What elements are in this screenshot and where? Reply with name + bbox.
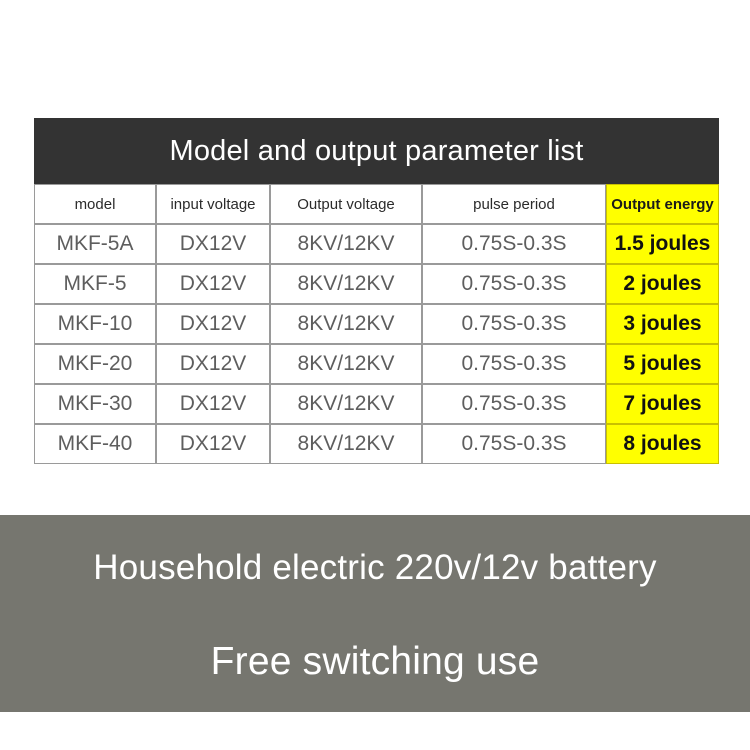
spec-table-block: Model and output parameter list model inp… bbox=[34, 118, 719, 464]
table-cell-output-energy: 2 joules bbox=[606, 264, 719, 304]
table-cell: 8KV/12KV bbox=[270, 384, 422, 424]
table-row: MKF-20 DX12V 8KV/12KV 0.75S-0.3S 5 joules bbox=[34, 344, 719, 384]
promo-banner: Household electric 220v/12v battery Free… bbox=[0, 515, 750, 712]
table-row: MKF-5 DX12V 8KV/12KV 0.75S-0.3S 2 joules bbox=[34, 264, 719, 304]
table-header-cell: input voltage bbox=[156, 184, 270, 224]
table-cell: DX12V bbox=[156, 264, 270, 304]
table-cell-output-energy: 5 joules bbox=[606, 344, 719, 384]
table-cell: MKF-40 bbox=[34, 424, 156, 464]
table-cell: DX12V bbox=[156, 424, 270, 464]
promo-banner-line-1: Household electric 220v/12v battery bbox=[93, 548, 657, 587]
table-cell-output-energy: 3 joules bbox=[606, 304, 719, 344]
table-cell: 0.75S-0.3S bbox=[422, 424, 606, 464]
table-cell-output-energy: 8 joules bbox=[606, 424, 719, 464]
table-cell: 0.75S-0.3S bbox=[422, 264, 606, 304]
table-row: MKF-5A DX12V 8KV/12KV 0.75S-0.3S 1.5 joules bbox=[34, 224, 719, 264]
table-cell: 8KV/12KV bbox=[270, 424, 422, 464]
table-cell: 8KV/12KV bbox=[270, 224, 422, 264]
promo-banner-line-2: Free switching use bbox=[210, 640, 540, 683]
table-cell: 0.75S-0.3S bbox=[422, 224, 606, 264]
table-cell: DX12V bbox=[156, 344, 270, 384]
table-cell-output-energy: 7 joules bbox=[606, 384, 719, 424]
table-cell: DX12V bbox=[156, 224, 270, 264]
table-cell: MKF-10 bbox=[34, 304, 156, 344]
table-cell: 0.75S-0.3S bbox=[422, 344, 606, 384]
table-cell: MKF-20 bbox=[34, 344, 156, 384]
table-cell-output-energy: 1.5 joules bbox=[606, 224, 719, 264]
table-cell: MKF-5A bbox=[34, 224, 156, 264]
table-title-bar: Model and output parameter list bbox=[34, 118, 719, 184]
table-cell: 0.75S-0.3S bbox=[422, 304, 606, 344]
table-header-cell: Output voltage bbox=[270, 184, 422, 224]
spec-table-body: model input voltage Output voltage pulse pe… bbox=[34, 184, 719, 464]
table-row: MKF-10 DX12V 8KV/12KV 0.75S-0.3S 3 joules bbox=[34, 304, 719, 344]
table-header-row: model input voltage Output voltage pulse pe… bbox=[34, 184, 719, 224]
table-header-cell: Output energy bbox=[606, 184, 719, 224]
table-cell: 8KV/12KV bbox=[270, 304, 422, 344]
table-cell: 8KV/12KV bbox=[270, 344, 422, 384]
table-header-cell: pulse period bbox=[422, 184, 606, 224]
table-row: MKF-40 DX12V 8KV/12KV 0.75S-0.3S 8 joules bbox=[34, 424, 719, 464]
table-cell: MKF-5 bbox=[34, 264, 156, 304]
table-cell: MKF-30 bbox=[34, 384, 156, 424]
table-cell: DX12V bbox=[156, 304, 270, 344]
table-row: MKF-30 DX12V 8KV/12KV 0.75S-0.3S 7 joules bbox=[34, 384, 719, 424]
table-cell: DX12V bbox=[156, 384, 270, 424]
table-cell: 0.75S-0.3S bbox=[422, 384, 606, 424]
table-cell: 8KV/12KV bbox=[270, 264, 422, 304]
spec-table: model input voltage Output voltage pulse pe… bbox=[34, 184, 719, 464]
table-header-cell: model bbox=[34, 184, 156, 224]
